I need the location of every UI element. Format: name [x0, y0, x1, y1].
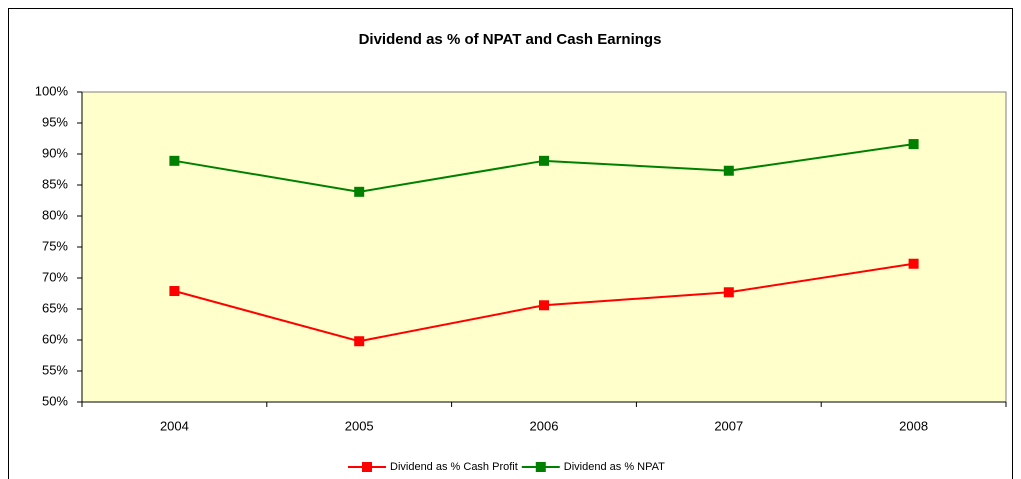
- legend-label: Dividend as % NPAT: [564, 461, 665, 473]
- data-point: [723, 287, 734, 298]
- chart-title: Dividend as % of NPAT and Cash Earnings: [359, 31, 662, 48]
- legend-marker: [535, 462, 546, 472]
- x-tick-label: 2006: [530, 418, 559, 433]
- data-point: [908, 139, 919, 150]
- y-tick-label: 75%: [42, 238, 68, 253]
- data-point: [908, 258, 919, 269]
- x-tick-label: 2004: [160, 418, 189, 433]
- data-point: [539, 300, 549, 311]
- y-tick-label: 95%: [42, 114, 68, 129]
- data-point: [354, 186, 365, 197]
- x-tick-label: 2008: [899, 418, 928, 433]
- data-point: [723, 165, 734, 176]
- y-tick-label: 85%: [42, 176, 68, 191]
- data-point: [169, 155, 180, 166]
- x-tick-label: 2007: [714, 418, 743, 433]
- data-point: [169, 286, 180, 297]
- y-tick-label: 50%: [42, 393, 68, 408]
- legend-marker: [362, 462, 372, 472]
- legend-label: Dividend as % Cash Profit: [390, 461, 518, 473]
- plot-area: [81, 91, 1007, 403]
- y-tick-label: 90%: [42, 145, 68, 160]
- y-tick-label: 70%: [42, 269, 68, 284]
- data-point: [354, 336, 365, 347]
- y-tick-label: 55%: [42, 362, 68, 377]
- x-tick-label: 2005: [345, 418, 374, 433]
- data-point: [539, 155, 549, 166]
- y-tick-label: 65%: [42, 300, 68, 315]
- y-tick-label: 100%: [35, 83, 69, 98]
- y-tick-label: 80%: [42, 207, 68, 222]
- y-tick-label: 60%: [42, 331, 68, 346]
